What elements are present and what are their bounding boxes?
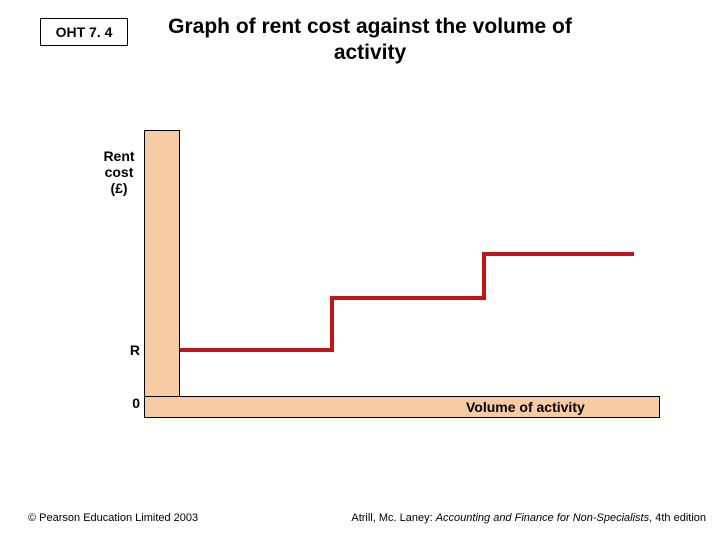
footer-copyright: © Pearson Education Limited 2003 (28, 512, 198, 524)
y-axis-label-line1: Rent (103, 148, 134, 164)
y-axis-label-line3: (£) (110, 180, 127, 196)
footer-citation: Atrill, Mc. Laney: Accounting and Financ… (351, 512, 706, 524)
y-tick-R: R (118, 342, 140, 358)
y-axis-label: Rent cost (£) (94, 148, 144, 196)
x-axis-label: Volume of activity (466, 399, 585, 415)
y-axis-label-line2: cost (105, 164, 134, 180)
step-polyline (180, 254, 634, 350)
y-tick-0: 0 (118, 395, 140, 411)
footer-book-title: Accounting and Finance for Non-Specialis… (436, 512, 649, 524)
footer-authors: Atrill, Mc. Laney: (351, 512, 435, 524)
chart-area: Rent cost (£) R 0 Volume of activity (100, 130, 660, 430)
page-title: Graph of rent cost against the volume of… (160, 14, 580, 67)
step-line (100, 130, 660, 418)
oht-box: OHT 7. 4 (40, 18, 128, 46)
footer-edition: , 4th edition (649, 512, 706, 524)
